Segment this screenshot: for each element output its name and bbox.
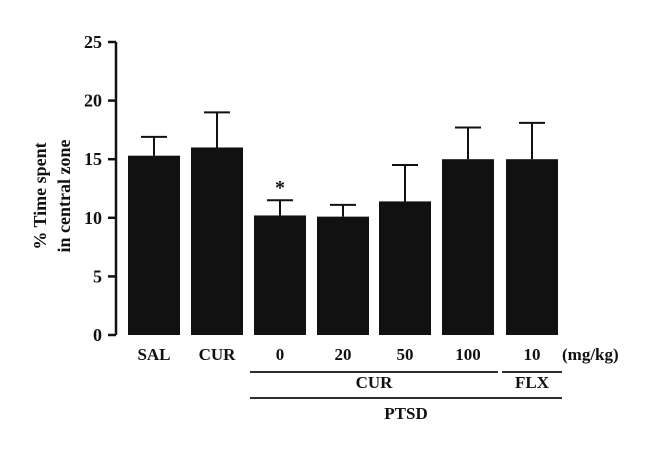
y-axis-label-line-1: % Time spent	[30, 142, 50, 249]
y-tick-label: 10	[84, 208, 102, 228]
bar	[128, 155, 180, 335]
bar	[317, 216, 369, 335]
group-brackets: CUR FLX PTSD	[250, 371, 562, 423]
x-tick-label: 10	[524, 345, 541, 364]
bar	[254, 215, 306, 335]
y-tick-label: 5	[93, 266, 102, 286]
y-tick-label: 20	[84, 91, 102, 111]
y-axis-label-line-2: in central zone	[54, 140, 74, 253]
bar	[506, 159, 558, 335]
group-label: FLX	[515, 373, 550, 392]
group-label: PTSD	[384, 404, 427, 423]
x-tick-label: 20	[335, 345, 352, 364]
bar	[191, 147, 243, 335]
bars	[128, 147, 558, 335]
x-tick-label: 50	[397, 345, 414, 364]
bar	[442, 159, 494, 335]
group-label: CUR	[356, 373, 394, 392]
y-tick-label: 25	[84, 32, 102, 52]
y-axis: 0 5 10 15 20 25	[84, 32, 118, 345]
x-tick-label: CUR	[199, 345, 237, 364]
x-tick-label: 100	[455, 345, 481, 364]
bar	[379, 201, 431, 335]
y-tick-label: 15	[84, 149, 102, 169]
x-tick-label: SAL	[137, 345, 170, 364]
significance-marker: *	[275, 177, 285, 199]
error-bars: *	[141, 111, 545, 217]
x-tick-label: 0	[276, 345, 285, 364]
y-tick-label: 0	[93, 325, 102, 345]
dose-unit-label: (mg/kg)	[562, 345, 619, 364]
x-tick-labels: SAL CUR 0 20 50 100 10	[137, 345, 540, 364]
